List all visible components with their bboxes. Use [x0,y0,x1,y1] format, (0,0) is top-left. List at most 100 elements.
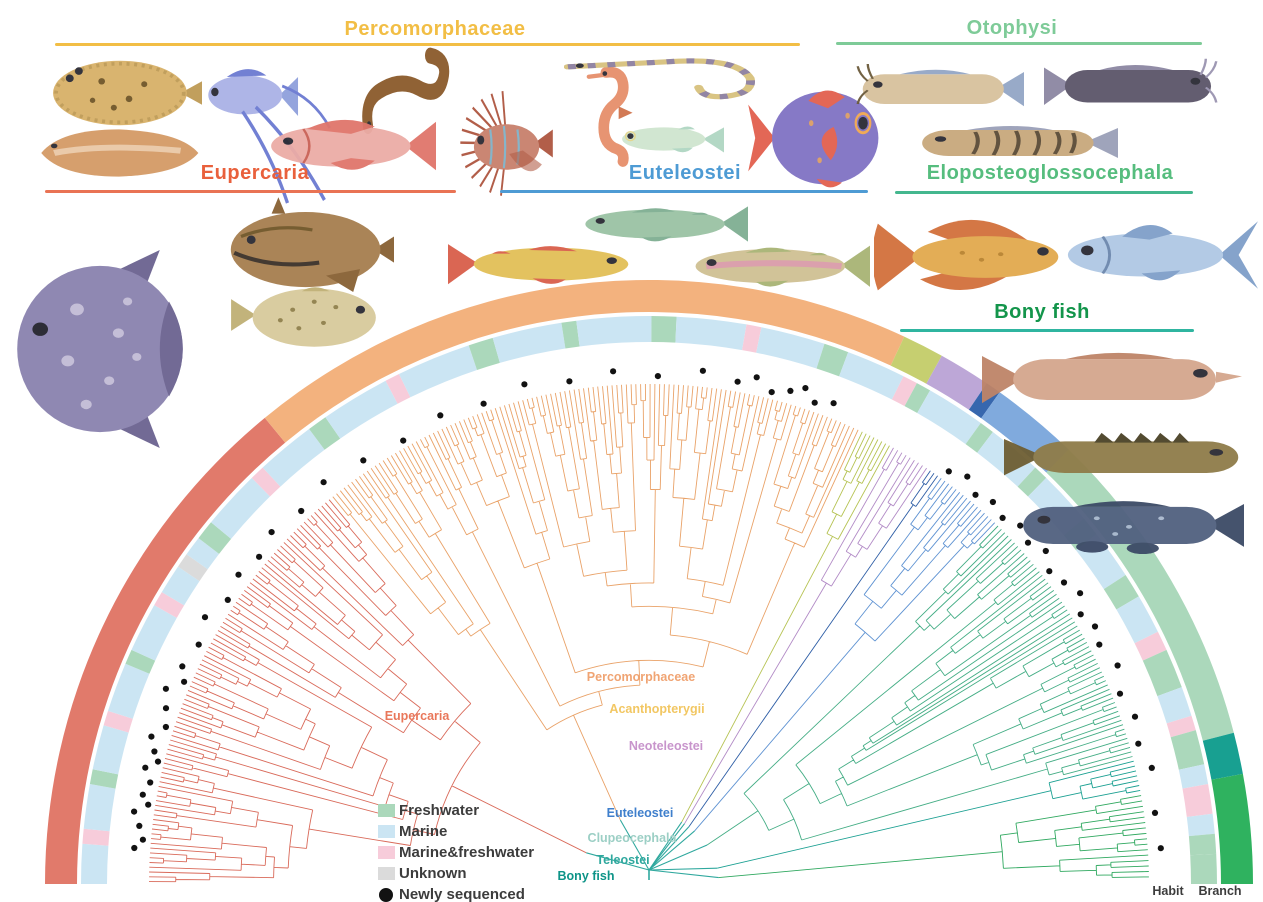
clade-label-eupercaria: Eupercaria [384,709,450,723]
newly-sequenced-dot [201,614,209,621]
clade-label-neoteleostei: Neoteleostei [628,739,704,753]
habit-segment [83,784,116,832]
habit-segment [675,316,747,351]
newly-sequenced-dot [945,468,952,475]
backbone-otophysi-eloposteoglossocephala [648,844,708,871]
newly-sequenced-dot [162,685,169,692]
legend-row: Freshwater [378,800,534,821]
newly-sequenced-dot [964,473,971,480]
header-euteleostei: Euteleostei [628,162,742,184]
newly-sequenced-dot [480,400,487,407]
legend-row: Marine [378,821,534,842]
newly-sequenced-dot [147,779,154,786]
habit-segment [1182,784,1213,817]
habit-segment [1017,467,1047,497]
legend-row: Newly sequenced [378,884,534,902]
habit-segment [186,538,220,570]
branch-band-eupercaria [44,417,286,884]
newly-sequenced-dot [768,389,775,396]
newly-sequenced-dot [181,678,188,685]
newly-sequenced-dot [1077,590,1084,597]
newly-sequenced-dot [154,758,162,765]
header-eloposteoglossocephala: Eloposteoglossocephala [926,162,1174,184]
clade-label-euteleostei: Euteleostei [606,806,674,820]
habit-segment [1190,853,1217,884]
fish-gar [982,352,1242,404]
branch-band-acanthopterygii [890,336,942,384]
habit-segment [965,423,993,453]
legend-swatch-freshwater [378,804,395,817]
newly-sequenced-dot [268,529,275,536]
backbone-non-teleostei [648,869,719,879]
fish-striped-loach [922,126,1118,158]
habit-segment [125,649,156,674]
newly-sequenced-dot [151,748,158,755]
clade-neoteleostei [684,447,927,824]
habit-segment [756,327,825,369]
legend-row: Unknown [378,863,534,884]
newly-sequenced-dot [999,514,1006,522]
header-underline-bony-fish [900,329,1194,332]
header-underline-eupercaria [45,190,456,193]
legend-swatch-marine-freshwater [378,846,395,859]
fish-slimehead [271,119,436,171]
branch-band-neoteleostei [926,355,987,410]
habit-segment [904,383,931,413]
backbone-eupercaria [586,852,650,871]
newly-sequenced-dot [1091,623,1099,630]
habit-segment [1170,730,1205,770]
newly-sequenced-dot [1077,611,1084,618]
habit-segment [1188,833,1217,856]
newly-sequenced-dot [139,836,146,843]
newly-sequenced-dot [148,733,155,740]
branch-band-percomorphaceae [264,279,905,443]
habit-segment [1134,631,1167,661]
newly-sequenced-dot [654,373,662,380]
habit-segment [92,725,129,775]
legend-label: Marine&freshwater [399,844,535,861]
habit-segment [198,522,232,554]
backbone-percomorphaceae [619,819,650,871]
clade-label-bony-fish: Bony fish [557,869,615,883]
newly-sequenced-dot [320,479,327,486]
newly-sequenced-dot [139,791,146,798]
header-underline-otophysi [836,42,1202,45]
newly-sequenced-dot [195,641,202,648]
legend-dot-newly-sequenced [379,887,393,902]
newly-sequenced-dot [298,507,305,515]
newly-sequenced-dot [162,705,170,712]
habit-segment [80,843,109,884]
legend-label: Marine [399,823,448,840]
clade-otophysi-eloposteoglossocephala [706,525,1133,846]
newly-sequenced-dot [1096,641,1103,648]
fish-tonguefish [41,129,199,177]
habit-segment [1103,575,1139,610]
fish-golden-trout [448,244,629,285]
clade-non-teleostei [718,795,1149,879]
newly-sequenced-dot [1151,809,1159,817]
clade-label-acanthopterygii: Acanthopterygii [609,702,705,716]
newly-sequenced-dot [400,437,407,444]
legend-swatch-unknown [378,867,395,880]
header-underline-percomorphaceae [55,43,800,46]
fish-bichir [1004,432,1239,476]
newly-sequenced-dot [360,457,367,464]
habit-segment [399,345,477,398]
newly-sequenced-dot [1042,547,1049,555]
newly-sequenced-dot [1116,690,1124,697]
newly-sequenced-dot [235,571,242,578]
newly-sequenced-dot [131,808,138,815]
newly-sequenced-dot [162,723,169,731]
habit-segment [1178,764,1209,789]
newly-sequenced-dot [566,378,573,385]
newly-sequenced-dot [802,385,809,392]
clade-euteleostei [694,478,996,832]
fish-rainbow-trout [695,245,870,287]
clade-acanthopterygii [681,431,890,823]
newly-sequenced-dot [1148,764,1155,772]
habit-segment [1186,813,1215,837]
habit-segment [325,380,398,439]
newly-sequenced-dot [734,378,741,385]
legend-row: Marine&freshwater [378,842,534,863]
